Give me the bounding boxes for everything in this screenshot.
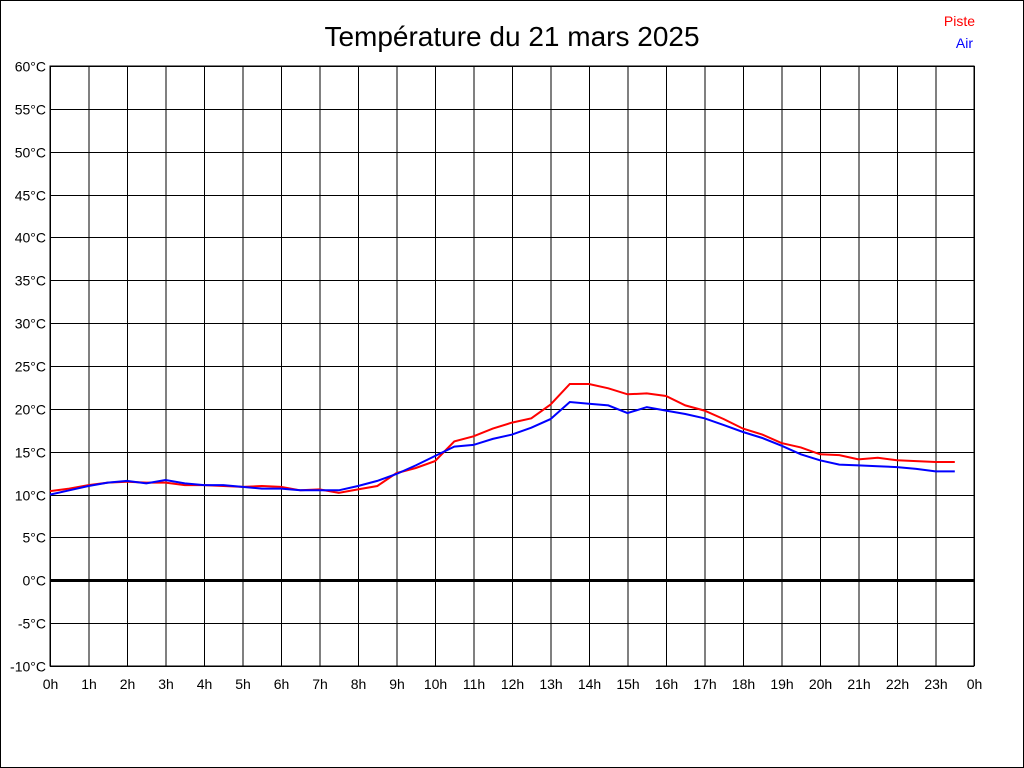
y-tick-label: 55°C: [15, 102, 46, 118]
y-tick-label: 45°C: [15, 188, 46, 204]
y-tick-label: 5°C: [23, 530, 47, 546]
x-tick-label: 16h: [655, 676, 678, 692]
legend-piste: Piste: [944, 13, 975, 29]
x-tick-label: 11h: [463, 676, 485, 692]
x-tick-label: 17h: [693, 676, 716, 692]
y-tick-label: 35°C: [15, 273, 46, 289]
y-tick-label: 60°C: [15, 59, 46, 75]
y-tick-label: -5°C: [18, 616, 46, 632]
x-tick-label: 5h: [235, 676, 251, 692]
x-tick-label: 23h: [924, 676, 947, 692]
series-line-air: [49, 400, 955, 496]
x-tick-label: 7h: [312, 676, 328, 692]
x-tick-label: 21h: [847, 676, 870, 692]
x-tick-label: 4h: [197, 676, 213, 692]
y-tick-label: 50°C: [15, 145, 46, 161]
y-tick-label: 20°C: [15, 402, 46, 418]
x-tick-label: 2h: [120, 676, 136, 692]
x-tick-label: 18h: [732, 676, 755, 692]
x-tick-label: 0h: [967, 676, 983, 692]
x-tick-label: 15h: [616, 676, 639, 692]
chart-title: Température du 21 mars 2025: [324, 21, 699, 52]
x-tick-label: 10h: [424, 676, 447, 692]
x-tick-label: 6h: [274, 676, 290, 692]
y-tick-label: 0°C: [23, 573, 47, 589]
x-tick-label: 14h: [578, 676, 601, 692]
x-tick-label: 22h: [886, 676, 909, 692]
x-tick-label: 12h: [501, 676, 524, 692]
x-tick-label: 9h: [389, 676, 405, 692]
y-tick-label: -10°C: [10, 659, 46, 675]
y-tick-label: 25°C: [15, 359, 46, 375]
x-tick-label: 0h: [43, 676, 59, 692]
y-tick-label: 40°C: [15, 230, 46, 246]
x-tick-label: 1h: [81, 676, 97, 692]
x-tick-label: 8h: [351, 676, 367, 692]
x-tick-label: 20h: [809, 676, 832, 692]
y-tick-label: 15°C: [15, 445, 46, 461]
y-tick-label: 10°C: [15, 488, 46, 504]
x-tick-label: 19h: [770, 676, 793, 692]
x-tick-label: 3h: [158, 676, 174, 692]
y-tick-label: 30°C: [15, 316, 46, 332]
legend-air: Air: [956, 35, 973, 51]
x-tick-label: 13h: [539, 676, 562, 692]
